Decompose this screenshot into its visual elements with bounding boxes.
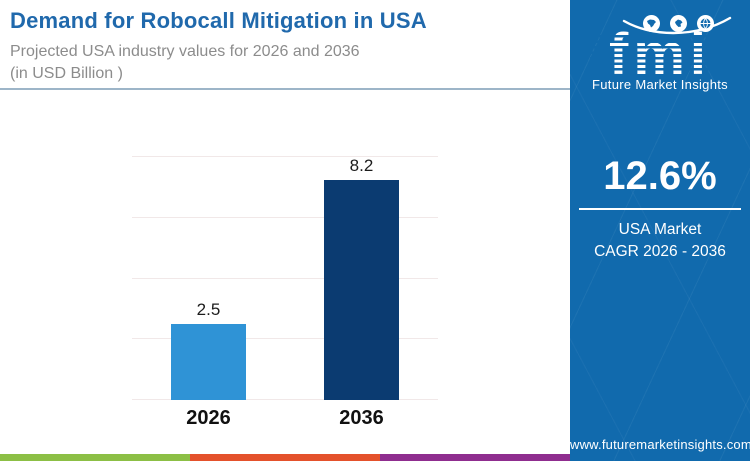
gridline	[132, 399, 438, 400]
gridline	[132, 338, 438, 340]
bar-column-2026: 2.5	[132, 157, 285, 400]
subtitle-line-2: (in USD Billion )	[10, 64, 123, 82]
logo-wordmark: fmi	[570, 26, 750, 84]
stripe-segment-purple	[380, 454, 570, 461]
website-url: www.futuremarketinsights.com	[570, 437, 750, 452]
sidebar: fmi Future Market Insights 12.6% USA Mar…	[570, 0, 750, 461]
stat-label-line-1: USA Market	[618, 221, 702, 238]
gridline	[132, 156, 438, 157]
gridline	[132, 277, 438, 279]
bar-value-label-2036: 8.2	[349, 156, 374, 175]
gridline	[132, 216, 438, 218]
europe-map-icon	[670, 15, 687, 32]
footer-color-stripe	[0, 454, 570, 461]
stripe-segment-green	[0, 454, 190, 461]
x-axis: 2026 2036	[132, 407, 438, 430]
bar-value-label-2026: 2.5	[196, 300, 221, 320]
north-america-map-icon	[643, 15, 660, 32]
globe-icon	[697, 15, 714, 32]
stat-label-line-2: CAGR 2026 - 2036	[594, 243, 726, 260]
x-tick-2036: 2036	[339, 407, 384, 429]
bar-column-2036: 8.2	[285, 157, 438, 400]
bar-2036	[324, 180, 399, 400]
logo-tagline: Future Market Insights	[592, 77, 728, 92]
fmi-logo: fmi Future Market Insights	[570, 0, 750, 92]
subtitle-line-1: Projected USA industry values for 2026 a…	[10, 42, 360, 60]
cagr-value: 12.6%	[603, 154, 717, 198]
x-tick-2026: 2026	[186, 407, 231, 429]
cagr-stat: 12.6% USA Market CAGR 2026 - 2036	[570, 154, 750, 263]
page-title: Demand for Robocall Mitigation in USA	[10, 8, 427, 33]
stat-divider	[579, 208, 741, 210]
plot-area: 2.5 8.2	[132, 156, 438, 400]
header: Demand for Robocall Mitigation in USA Pr…	[0, 0, 570, 90]
bar-chart: 2.5 8.2 2026 2036	[0, 156, 570, 430]
bar-columns: 2.5 8.2	[132, 157, 438, 400]
bar-2026	[171, 324, 246, 400]
stripe-segment-orange	[190, 454, 380, 461]
left-pane: Demand for Robocall Mitigation in USA Pr…	[0, 0, 570, 461]
